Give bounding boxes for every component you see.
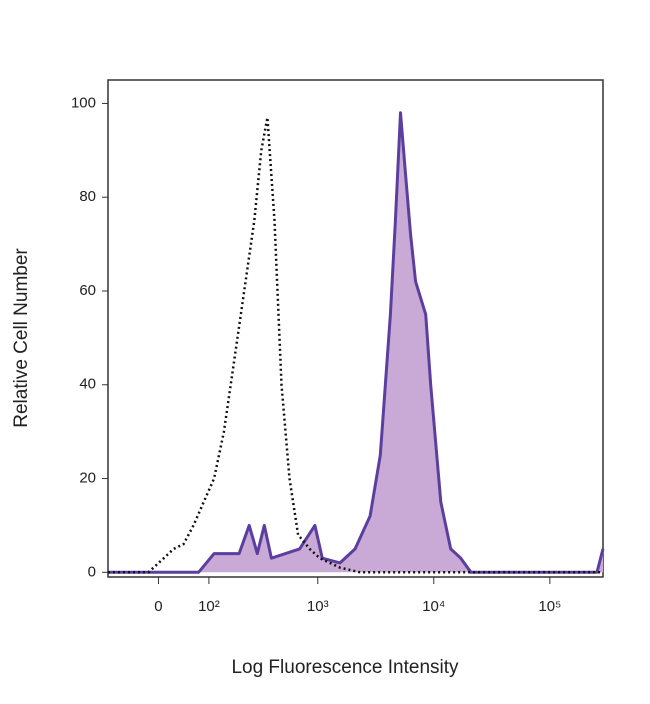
y-tick-label: 60: [79, 282, 96, 299]
y-tick-label: 80: [79, 188, 96, 205]
x-axis-label: Log Fluorescence Intensity: [231, 657, 459, 678]
x-tick-label: 10²: [198, 598, 220, 615]
y-tick-label: 40: [79, 376, 96, 393]
x-tick-label: 10⁵: [538, 598, 561, 615]
area: [108, 112, 603, 573]
y-tick-label: 0: [88, 563, 96, 580]
y-tick-label: 100: [71, 94, 96, 111]
histogram-line: [108, 111, 605, 574]
plot-frame: [107, 79, 604, 578]
y-tick-label: 20: [79, 470, 96, 487]
x-tick-label: 10⁴: [422, 598, 445, 615]
y-axis-label: Relative Cell Number: [11, 248, 32, 428]
histogram-line: [108, 116, 603, 574]
x-tick-label: 0: [154, 598, 162, 615]
x-tick-label: 10³: [307, 598, 329, 615]
